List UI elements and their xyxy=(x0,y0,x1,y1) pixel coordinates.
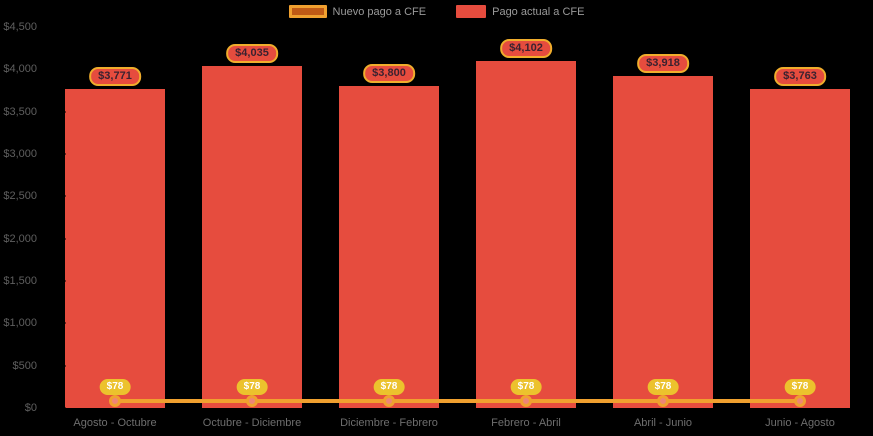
bar-value-label: $3,918 xyxy=(637,54,689,74)
y-axis-tick xyxy=(60,407,66,409)
y-axis-label: $500 xyxy=(12,359,37,372)
bar-value-label: $4,102 xyxy=(500,38,552,58)
line-value-label: $78 xyxy=(373,379,405,395)
y-axis-label: $1,000 xyxy=(3,317,37,330)
y-axis-label: $3,500 xyxy=(3,105,37,118)
bar-pago-actual[interactable] xyxy=(202,66,302,408)
y-axis-tick xyxy=(60,322,66,325)
legend-label-pago-actual: Pago actual a CFE xyxy=(492,5,585,18)
y-axis-label: $4,500 xyxy=(3,21,37,33)
y-axis-tick xyxy=(60,280,66,282)
y-axis-tick xyxy=(60,26,66,28)
y-axis-tick xyxy=(60,68,66,71)
x-axis-label: Agosto - Octubre xyxy=(73,417,157,429)
y-axis-tick xyxy=(60,153,66,155)
line-point-marker[interactable] xyxy=(520,395,532,408)
x-axis-label: Febrero - Abril xyxy=(491,417,561,429)
y-axis-label: $3,000 xyxy=(3,148,37,160)
y-axis-label: $2,500 xyxy=(3,190,37,203)
x-axis-label: Junio - Agosto xyxy=(765,417,835,429)
legend-item-pago-actual[interactable]: Pago actual a CFE xyxy=(456,5,584,18)
y-axis-tick xyxy=(60,364,66,367)
legend-item-nuevo-pago[interactable]: Nuevo pago a CFE xyxy=(288,5,427,18)
y-axis-tick xyxy=(60,110,66,113)
x-axis-label: Abril - Junio xyxy=(633,417,693,429)
line-value-label: $78 xyxy=(236,379,268,395)
line-point-marker[interactable] xyxy=(246,395,258,408)
bar-value-label: $3,763 xyxy=(774,67,826,87)
line-series-swatch-icon xyxy=(288,5,327,18)
bar-value-label: $3,800 xyxy=(363,64,415,84)
y-axis-label: $2,000 xyxy=(3,232,37,245)
line-point-marker[interactable] xyxy=(383,395,395,408)
bar-pago-actual[interactable] xyxy=(750,89,850,408)
bar-value-label: $4,035 xyxy=(226,44,278,64)
y-axis-tick xyxy=(60,195,66,198)
line-point-marker[interactable] xyxy=(794,395,806,408)
bar-pago-actual[interactable] xyxy=(339,86,439,408)
line-value-label: $78 xyxy=(784,379,816,395)
line-value-label: $78 xyxy=(647,379,679,395)
bar-pago-actual[interactable] xyxy=(65,88,165,408)
y-axis-label: $1,500 xyxy=(3,275,37,287)
bar-series-swatch-icon xyxy=(456,5,487,18)
line-value-label: $78 xyxy=(99,379,131,395)
bar-pago-actual[interactable] xyxy=(476,60,576,408)
bar-pago-actual[interactable] xyxy=(613,76,713,408)
legend-label-nuevo-pago: Nuevo pago a CFE xyxy=(332,5,427,18)
legend: Nuevo pago a CFE Pago actual a CFE xyxy=(0,5,873,18)
nuevo-pago-line xyxy=(115,399,800,404)
y-axis-label: $4,000 xyxy=(3,63,37,76)
y-axis-label: $0 xyxy=(24,402,37,414)
line-value-label: $78 xyxy=(510,379,542,395)
bar-value-label: $3,771 xyxy=(89,66,141,86)
line-point-marker[interactable] xyxy=(657,395,669,408)
y-axis-tick xyxy=(60,237,66,240)
x-axis-label: Octubre - Diciembre xyxy=(202,417,302,429)
line-point-marker[interactable] xyxy=(109,395,121,408)
x-axis-label: Diciembre - Febrero xyxy=(340,417,438,429)
